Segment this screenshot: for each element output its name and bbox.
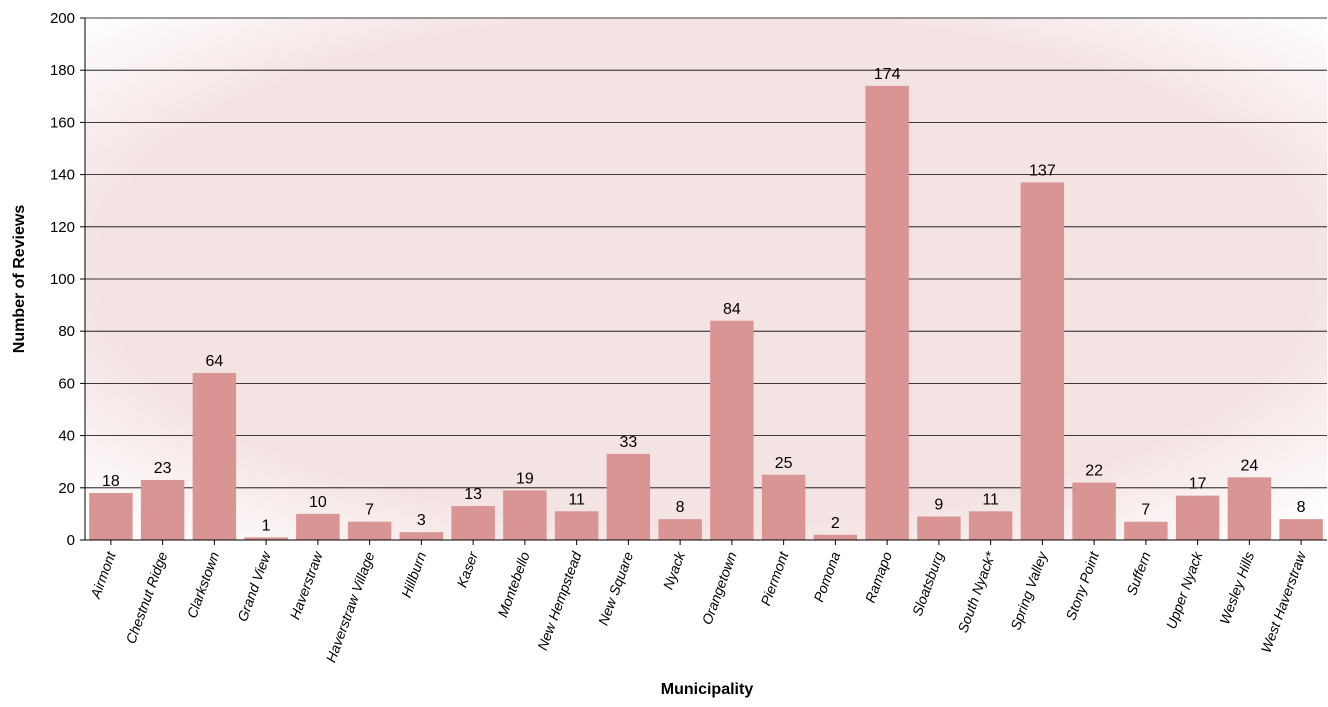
data-label: 11 [982, 491, 999, 508]
bar [813, 534, 858, 540]
data-label: 19 [516, 470, 534, 487]
y-axis-title: Number of Reviews [11, 205, 28, 354]
y-tick-label: 200 [50, 10, 75, 27]
data-label: 3 [417, 512, 426, 529]
bar [1072, 482, 1116, 540]
bar [917, 516, 961, 540]
y-tick-label: 20 [58, 480, 75, 497]
x-tick-label: Kaser [453, 548, 481, 589]
bar [1279, 519, 1323, 540]
data-label: 7 [365, 502, 374, 519]
data-label: 33 [619, 434, 637, 451]
x-tick-label: Clarkstown [183, 549, 222, 620]
y-tick-label: 140 [50, 167, 75, 184]
data-label: 8 [1297, 499, 1306, 516]
y-tick-label: 180 [50, 62, 75, 79]
data-label: 13 [464, 486, 482, 503]
x-tick-label: New Hempstead [534, 548, 585, 652]
x-tick-label: Wesley Hills [1216, 550, 1257, 627]
x-tick-label: Spring Valley [1007, 549, 1050, 632]
x-tick-label: Pomona [810, 549, 843, 604]
data-label: 24 [1240, 457, 1258, 474]
bar [296, 513, 340, 540]
bar [865, 85, 909, 541]
bar [244, 537, 288, 540]
y-tick-label: 60 [58, 375, 75, 392]
y-tick-label: 120 [50, 219, 75, 236]
bar [89, 493, 133, 540]
bar [658, 519, 702, 540]
data-label: 64 [205, 353, 223, 370]
data-label: 84 [723, 301, 741, 318]
x-tick-label: Haverstraw Village [323, 549, 378, 664]
bar [192, 372, 237, 540]
data-label: 137 [1029, 162, 1056, 179]
x-tick-label: Orangetown [699, 549, 740, 626]
bar [503, 490, 547, 540]
y-tick-label: 100 [50, 271, 75, 288]
x-tick-label: Sloatsburg [909, 549, 947, 618]
y-tick-label: 40 [58, 428, 75, 445]
x-tick-label: Stony Point [1062, 549, 1102, 623]
data-label: 9 [934, 497, 943, 514]
bar [347, 521, 392, 540]
y-tick-labels: 0 20 40 60 80 100 120 140 160 180 200 [50, 10, 75, 549]
data-label: 2 [831, 515, 840, 532]
data-label: 22 [1085, 463, 1103, 480]
bar [710, 320, 754, 540]
x-tick-label: South Nyack* [954, 549, 998, 635]
data-label: 7 [1141, 502, 1150, 519]
bar [140, 479, 185, 540]
data-label: 23 [154, 460, 172, 477]
data-label: 8 [676, 499, 685, 516]
value-labels: 18 23 64 1 10 7 3 13 19 11 33 8 84 25 2 174 9 11 137 22 7 17 2… [102, 66, 1306, 535]
bar [1227, 477, 1272, 540]
data-label: 25 [775, 455, 793, 472]
y-tick-label: 0 [67, 532, 75, 549]
bar [554, 511, 599, 540]
bar [451, 506, 495, 540]
bar [1020, 182, 1065, 540]
x-tick-label: Ramapo [862, 549, 895, 604]
x-tick-labels: Airmont Chestnut Ridge Clarkstown Grand Vie… [87, 540, 1309, 664]
x-tick-label: Airmont [87, 549, 119, 602]
axes [84, 18, 1327, 541]
bar [399, 532, 444, 540]
x-tick-label: Grand View [234, 549, 274, 624]
x-tick-label: Haverstraw [286, 549, 326, 622]
x-axis-title: Municipality [661, 681, 754, 698]
x-tick-label: Piermont [757, 549, 792, 608]
x-tick-label: New Square [595, 549, 636, 627]
bar [761, 474, 806, 540]
gridlines [80, 17, 1327, 541]
bar [1175, 495, 1220, 540]
bar [1124, 521, 1168, 540]
data-label: 174 [874, 66, 901, 83]
bar [606, 453, 651, 540]
bar [968, 511, 1013, 540]
data-label: 1 [262, 517, 271, 534]
data-label: 17 [1189, 476, 1207, 493]
data-label: 11 [568, 491, 585, 508]
data-label: 18 [102, 473, 120, 490]
x-tick-label: Chestnut Ridge [122, 549, 170, 645]
x-tick-label: Suffern [1123, 549, 1154, 597]
y-tick-label: 160 [50, 114, 75, 131]
bars [89, 85, 1323, 541]
y-tick-label: 80 [58, 323, 75, 340]
x-tick-label: Montebello [494, 549, 533, 619]
x-tick-label: Nyack [660, 549, 689, 592]
x-tick-label: Hillburn [398, 549, 429, 599]
x-tick-label: Upper Nyack [1163, 549, 1206, 631]
x-tick-label: West Haverstraw [1258, 549, 1310, 655]
data-label: 10 [309, 494, 327, 511]
